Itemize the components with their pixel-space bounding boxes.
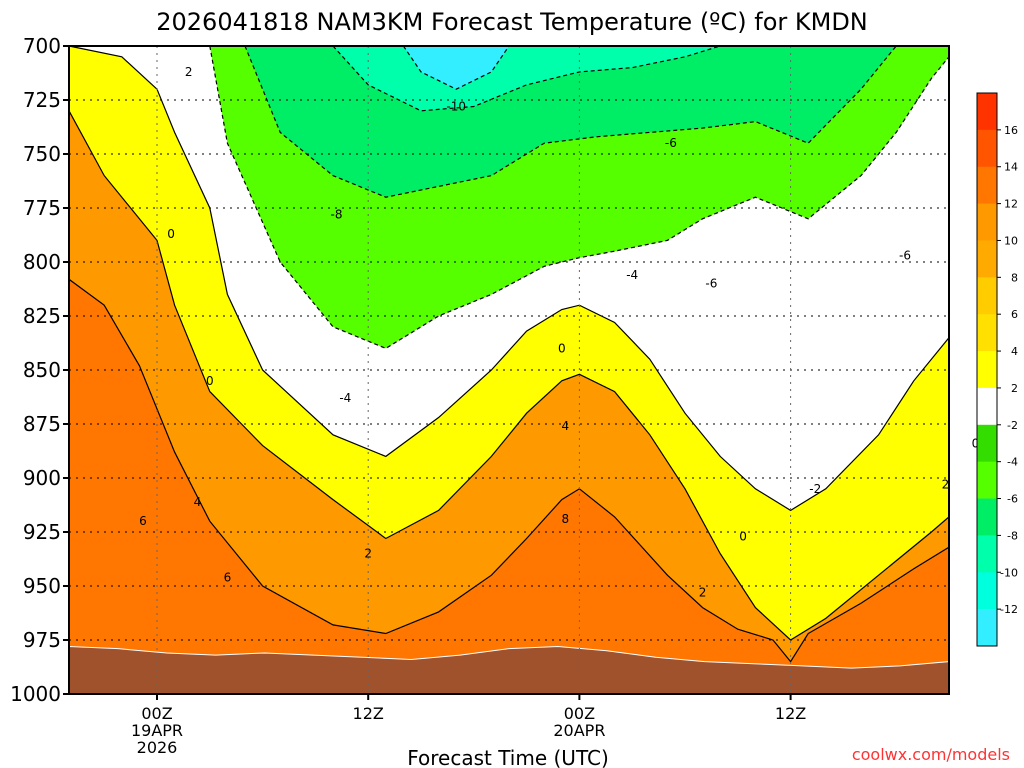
contour-label: 0: [972, 436, 980, 450]
y-tick-label: 800: [23, 250, 61, 274]
contour-label: -4: [339, 391, 351, 405]
credit-text: coolwx.com/models: [852, 745, 1010, 764]
contour-label: 4: [194, 495, 202, 509]
colorbar-swatch: [977, 351, 997, 389]
contour-label: 2: [364, 547, 372, 561]
colorbar-frame: [976, 92, 998, 647]
contour-label: -6: [705, 277, 717, 291]
terrain: [68, 645, 950, 695]
contour-label: 6: [224, 570, 232, 584]
y-tick-label: 925: [23, 520, 61, 544]
contour-label: -10: [446, 99, 466, 113]
contour-label: 0: [167, 227, 175, 241]
colorbar-label: -2: [1007, 419, 1018, 432]
colorbar-swatch: [977, 129, 997, 168]
colorbar-label: 16: [1004, 124, 1018, 137]
y-tick-label: 725: [23, 88, 61, 112]
contour-labels: 2 -10 -6 -8 0 -4 -6 -6 0 0 -4 4 0 2 -2 4 6 8 0 2 6 2: [139, 65, 979, 600]
contour-label: -2: [809, 482, 821, 496]
y-tick-label: 700: [23, 34, 61, 58]
y-tick-label: 825: [23, 304, 61, 328]
contour-label: 0: [739, 529, 747, 543]
colorbar-label: 10: [1004, 234, 1018, 247]
x-tick-label: 00Z: [564, 704, 595, 723]
contour-label: 0: [558, 341, 566, 355]
colorbar-label: 2: [1011, 382, 1018, 395]
y-tick-label: 775: [23, 196, 61, 220]
contour-label: 2: [942, 477, 950, 491]
colorbar-swatch: [977, 166, 997, 205]
colorbar-swatch: [977, 93, 997, 131]
colorbar-label: -4: [1007, 456, 1018, 469]
colorbar: 16 14 12 10 8 6 4 2 -2 -4 -6 -8 -10 -12: [976, 92, 1018, 647]
colorbar-swatch: [977, 277, 997, 315]
contour-label: -4: [626, 268, 638, 282]
colorbar-swatch: [977, 572, 997, 610]
colorbar-swatch: [977, 609, 997, 647]
colorbar-label: 6: [1011, 308, 1018, 321]
y-tick-label: 975: [23, 628, 61, 652]
colorbar-swatch: [977, 314, 997, 352]
colorbar-swatch: [977, 424, 997, 463]
colorbar-label: -10: [1000, 566, 1018, 579]
chart-title: 2026041818 NAM3KM Forecast Temperature (…: [156, 8, 868, 36]
colorbar-label: -8: [1007, 529, 1018, 542]
x-axis-title: Forecast Time (UTC): [407, 746, 609, 768]
colorbar-label: 4: [1011, 345, 1018, 358]
contour-label: -6: [665, 136, 677, 150]
contour-label: 8: [561, 512, 569, 526]
y-tick-label: 900: [23, 466, 61, 490]
contour-label: -8: [331, 207, 343, 221]
x-tick-sublabel: 19APR: [131, 721, 183, 740]
colorbar-label: 8: [1011, 271, 1018, 284]
colorbar-label: 14: [1004, 161, 1018, 174]
colorbar-label: -12: [1000, 603, 1018, 616]
colorbar-swatch: [977, 535, 997, 573]
y-tick-label: 750: [23, 142, 61, 166]
x-tick-label: 12Z: [775, 704, 806, 723]
x-tick-label: 00Z: [141, 704, 172, 723]
colorbar-label: 12: [1004, 198, 1018, 211]
contour-label: 6: [139, 514, 147, 528]
x-tick-label: 12Z: [353, 704, 384, 723]
y-tick-label: 875: [23, 412, 61, 436]
band-cyan: [402, 45, 511, 90]
contour-label: -6: [899, 249, 911, 263]
y-tick-label: 850: [23, 358, 61, 382]
gridlines: [69, 45, 949, 695]
contour-label: 2: [185, 65, 193, 79]
contour-label: 0: [206, 374, 214, 388]
colorbar-swatch: [977, 387, 997, 426]
colorbar-label: -6: [1007, 493, 1018, 506]
colorbar-swatch: [977, 203, 997, 241]
y-tick-label: 950: [23, 574, 61, 598]
x-tick-sublabel: 20APR: [553, 721, 605, 740]
y-axis: 700 725 750 775 800 825 850 875 900 925 950 975 1000: [10, 34, 69, 706]
contour-label: 4: [561, 419, 569, 433]
y-tick-label: 1000: [10, 682, 61, 706]
colorbar-swatch: [977, 498, 997, 536]
temperature-bands: [68, 45, 950, 695]
contour-label: 2: [699, 585, 707, 599]
colorbar-swatch: [977, 461, 997, 500]
colorbar-swatch: [977, 240, 997, 278]
x-tick-sublabel: 2026: [137, 738, 178, 757]
